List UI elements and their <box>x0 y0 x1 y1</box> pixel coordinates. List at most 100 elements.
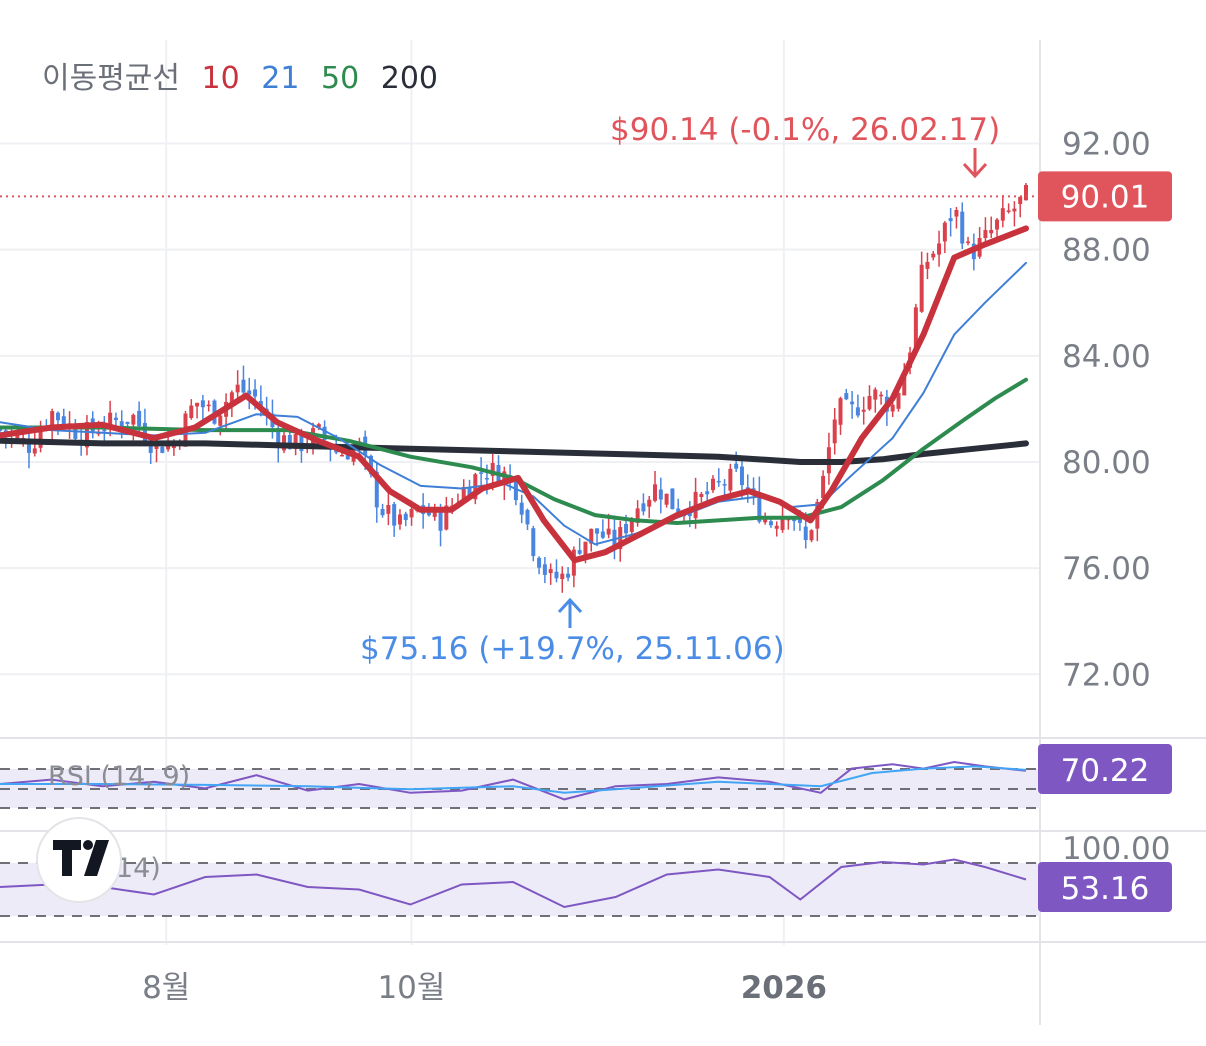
candle-body <box>340 454 344 457</box>
candle-body <box>84 422 89 448</box>
candle-body <box>461 487 466 501</box>
rsi-label: RSI (14, 9) <box>48 761 190 792</box>
candle-body <box>392 504 397 526</box>
candle-body <box>960 211 965 244</box>
candle-body <box>61 416 66 428</box>
candle-body <box>722 484 727 486</box>
candle-body <box>200 400 205 408</box>
candle-body <box>919 264 924 312</box>
down-arrow-icon <box>962 148 988 179</box>
y-tick-label: 80.00 <box>1062 445 1151 481</box>
candle-body <box>879 394 884 397</box>
high-annotation-text: $90.14 (-0.1%, 26.02.17) <box>610 112 1000 148</box>
candle-body <box>276 428 281 447</box>
candle-body <box>600 531 605 538</box>
up-arrow-icon <box>557 597 583 628</box>
candle-body <box>873 389 878 400</box>
candle-body <box>1000 208 1005 221</box>
legend-title: 이동평균선 <box>42 61 180 96</box>
ma-legend: 이동평균선 10 21 50 200 <box>42 61 438 96</box>
moving-averages <box>0 225 1029 564</box>
candle-body <box>247 390 252 395</box>
candle-body <box>792 518 797 522</box>
y-tick-label: 76.00 <box>1062 551 1151 587</box>
candle-body <box>160 446 165 453</box>
tradingview-logo[interactable] <box>36 817 122 903</box>
legend-ma21: 21 <box>261 61 299 96</box>
candle-body <box>925 261 930 269</box>
candle-body <box>502 471 507 485</box>
candle-body <box>838 398 843 425</box>
candle-body <box>699 494 704 498</box>
mfi-axis-label: 100.00 <box>1062 831 1170 867</box>
candle-body <box>931 253 936 258</box>
low-annotation-text: $75.16 (+19.7%, 25.11.06) <box>360 631 785 667</box>
candle-body <box>728 468 733 491</box>
legend-ma50: 50 <box>321 61 359 96</box>
high-annotation: $90.14 (-0.1%, 26.02.17) <box>610 112 1000 179</box>
x-tick-label: 2026 <box>741 970 827 1006</box>
candle-body <box>299 432 304 452</box>
candle-body <box>409 509 414 518</box>
candle-body <box>942 222 947 242</box>
candle-body <box>26 442 31 453</box>
candle-body <box>542 564 547 575</box>
candle-body <box>653 484 658 501</box>
candle-body <box>809 530 814 541</box>
candle-body <box>583 541 588 557</box>
candle-body <box>531 528 536 557</box>
candle-body <box>218 415 223 426</box>
x-tick-label: 8월 <box>142 970 190 1006</box>
y-tick-label: 84.00 <box>1062 339 1151 375</box>
candle-body <box>125 421 130 424</box>
candle-body <box>484 477 489 480</box>
candle-body <box>658 489 663 500</box>
y-tick-label: 88.00 <box>1062 233 1151 269</box>
candle-body <box>763 518 768 523</box>
candle-body <box>890 404 895 412</box>
candle-body <box>606 528 611 535</box>
candle-body <box>560 573 565 580</box>
candle-body <box>850 401 855 405</box>
candle-body <box>113 417 118 421</box>
candle-body <box>519 502 524 515</box>
ma-line-200 <box>0 437 1029 465</box>
candle-body <box>954 209 959 217</box>
candle-body <box>189 405 194 418</box>
current-price-badge: 90.01 <box>1038 171 1172 222</box>
candle-body <box>861 409 866 412</box>
candle-body <box>1018 196 1023 205</box>
candle-body <box>345 452 350 460</box>
candle-body <box>229 392 234 403</box>
mfi-line-MFI <box>0 858 1027 909</box>
candle-body <box>148 445 153 453</box>
candle-body <box>768 521 773 526</box>
candle-body <box>867 396 872 410</box>
candle-body <box>966 241 971 244</box>
candle-body <box>1012 208 1017 212</box>
candle-body <box>855 407 860 416</box>
candle-body <box>142 422 147 443</box>
candle-body <box>403 513 408 520</box>
candle-body <box>137 410 142 427</box>
candle-body <box>896 393 901 409</box>
candle-body <box>50 411 55 430</box>
candle-body <box>131 414 136 425</box>
x-tick-label: 10월 <box>377 970 445 1006</box>
candle-body <box>322 426 327 440</box>
candle-body <box>734 463 739 469</box>
candle-body <box>995 219 1000 230</box>
candlesticks <box>0 183 1028 593</box>
grid-lines <box>0 40 1206 1025</box>
candle-body <box>548 569 553 574</box>
candle-body <box>368 455 373 475</box>
indicator-band <box>0 863 1040 916</box>
candle-body <box>316 424 321 428</box>
candle-body <box>739 466 744 486</box>
y-tick-label: 72.00 <box>1062 657 1151 693</box>
indicator-lines <box>0 760 1027 909</box>
candle-body <box>0 429 2 431</box>
candle-body <box>293 434 298 450</box>
candle-body <box>757 492 762 522</box>
